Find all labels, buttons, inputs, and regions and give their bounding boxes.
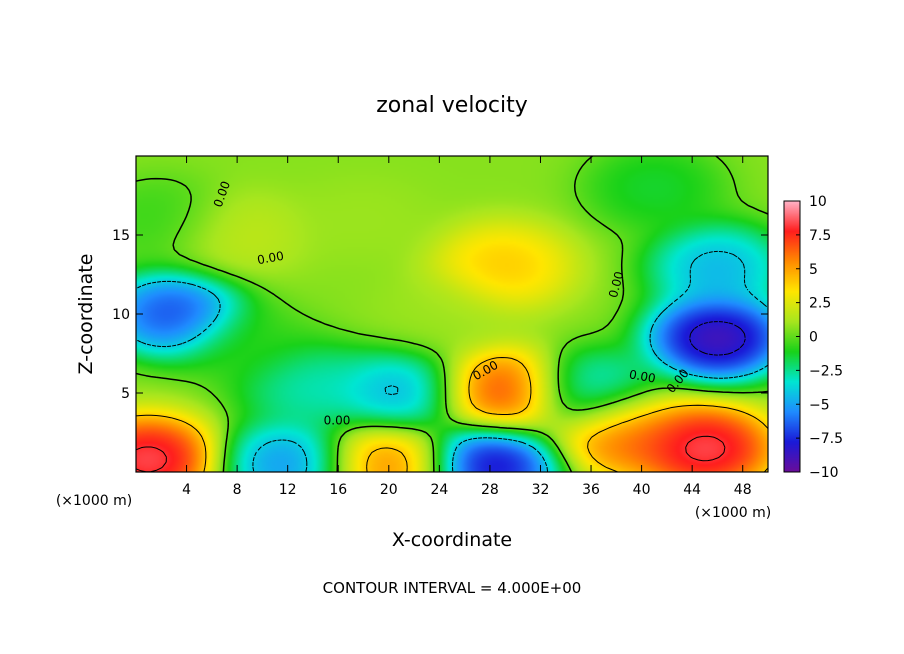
x-tick-label: 20: [380, 482, 398, 498]
colorbar: 10 7.5 5 2.5 0 −2.5 −5 −7.5 −10: [783, 194, 843, 481]
x-tick-label: 28: [481, 482, 499, 498]
x-axis-label: X-coordinate: [392, 529, 512, 551]
velocity-field-image: [136, 156, 768, 472]
colorbar-tick-label: −5: [809, 397, 830, 413]
x-tick-label: 36: [582, 482, 600, 498]
colorbar-tick-label: 7.5: [809, 228, 831, 244]
y-axis-ticks: 5 10 15: [112, 228, 768, 402]
x-tick-label: 24: [430, 482, 448, 498]
x-tick-label: 40: [633, 482, 651, 498]
contour-zero: [136, 156, 768, 472]
y-tick-label: 5: [121, 386, 130, 402]
x-unit-note: (×1000 m): [695, 505, 771, 521]
contour-positive: [136, 357, 768, 472]
colorbar-tick-label: 10: [809, 194, 827, 210]
colorbar-tick-label: 0: [809, 330, 818, 346]
chart-title: zonal velocity: [376, 93, 528, 118]
colorbar-ticks: 10 7.5 5 2.5 0 −2.5 −5 −7.5 −10: [796, 194, 843, 481]
x-tick-label: 44: [683, 482, 701, 498]
y-unit-note: (×1000 m): [56, 493, 132, 509]
x-tick-label: 8: [233, 482, 242, 498]
x-tick-label: 48: [734, 482, 752, 498]
x-tick-label: 32: [532, 482, 550, 498]
colorbar-tick-label: −10: [809, 465, 839, 481]
contour-label: 0.00: [324, 414, 351, 428]
colorbar-tick-label: −2.5: [809, 363, 843, 379]
contour-label: 0.00: [606, 270, 626, 299]
x-axis-ticks: 4 8 12 16 20 24 28 32 36 40 44 48: [182, 156, 752, 498]
plot-area: 0.000.000.000.000.00 0.00 0.00: [135, 155, 769, 473]
contour-label: 0.00: [628, 367, 657, 385]
y-tick-label: 15: [112, 228, 130, 244]
contour-label: 0.00: [256, 249, 285, 267]
contour-negative: [136, 250, 768, 472]
contour-negative: [689, 321, 746, 356]
x-tick-label: 12: [279, 482, 297, 498]
x-tick-label: 16: [329, 482, 347, 498]
colorbar-tick-label: −7.5: [809, 431, 843, 447]
colorbar-tick-label: 2.5: [809, 296, 831, 312]
contour-positive: [136, 435, 726, 472]
colorbar-tick-label: 5: [809, 262, 818, 278]
y-tick-label: 10: [112, 307, 130, 323]
contour-lines: [136, 156, 768, 472]
y-axis-label: Z-coordinate: [75, 254, 97, 375]
contour-interval-footer: CONTOUR INTERVAL = 4.000E+00: [323, 579, 582, 597]
x-tick-label: 4: [182, 482, 191, 498]
